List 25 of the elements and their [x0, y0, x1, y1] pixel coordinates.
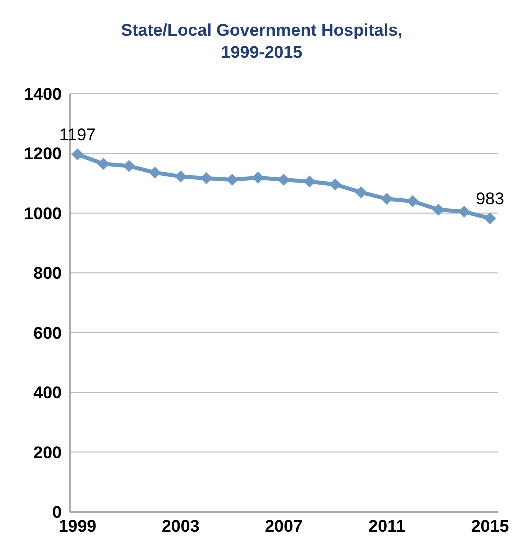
y-tick-label: 800	[34, 264, 62, 284]
x-tick-label: 2011	[368, 517, 406, 536]
point	[72, 148, 84, 161]
x-tick-label: 2007	[265, 517, 303, 536]
chart-title: State/Local Government Hospitals, 1999-2015	[120, 20, 404, 64]
y-tick-label: 1000	[24, 204, 62, 224]
y-tick-label: 1400	[24, 85, 62, 104]
point	[355, 186, 368, 199]
point	[484, 212, 496, 225]
x-tick-label: 2003	[162, 517, 200, 536]
y-tick-label: 200	[34, 443, 62, 462]
y-tick-label: 1200	[24, 144, 62, 164]
point	[149, 166, 162, 179]
point	[330, 178, 342, 191]
x-tick-label: 2015	[471, 517, 510, 536]
data-label: 983	[476, 190, 504, 209]
point	[174, 170, 187, 183]
y-tick-label: 600	[34, 324, 62, 343]
y-tick-label: 400	[34, 384, 62, 403]
point	[278, 174, 290, 186]
point	[304, 176, 316, 188]
point	[123, 160, 136, 172]
data-label: 1197	[59, 126, 96, 145]
point	[432, 204, 445, 216]
point	[252, 172, 264, 184]
